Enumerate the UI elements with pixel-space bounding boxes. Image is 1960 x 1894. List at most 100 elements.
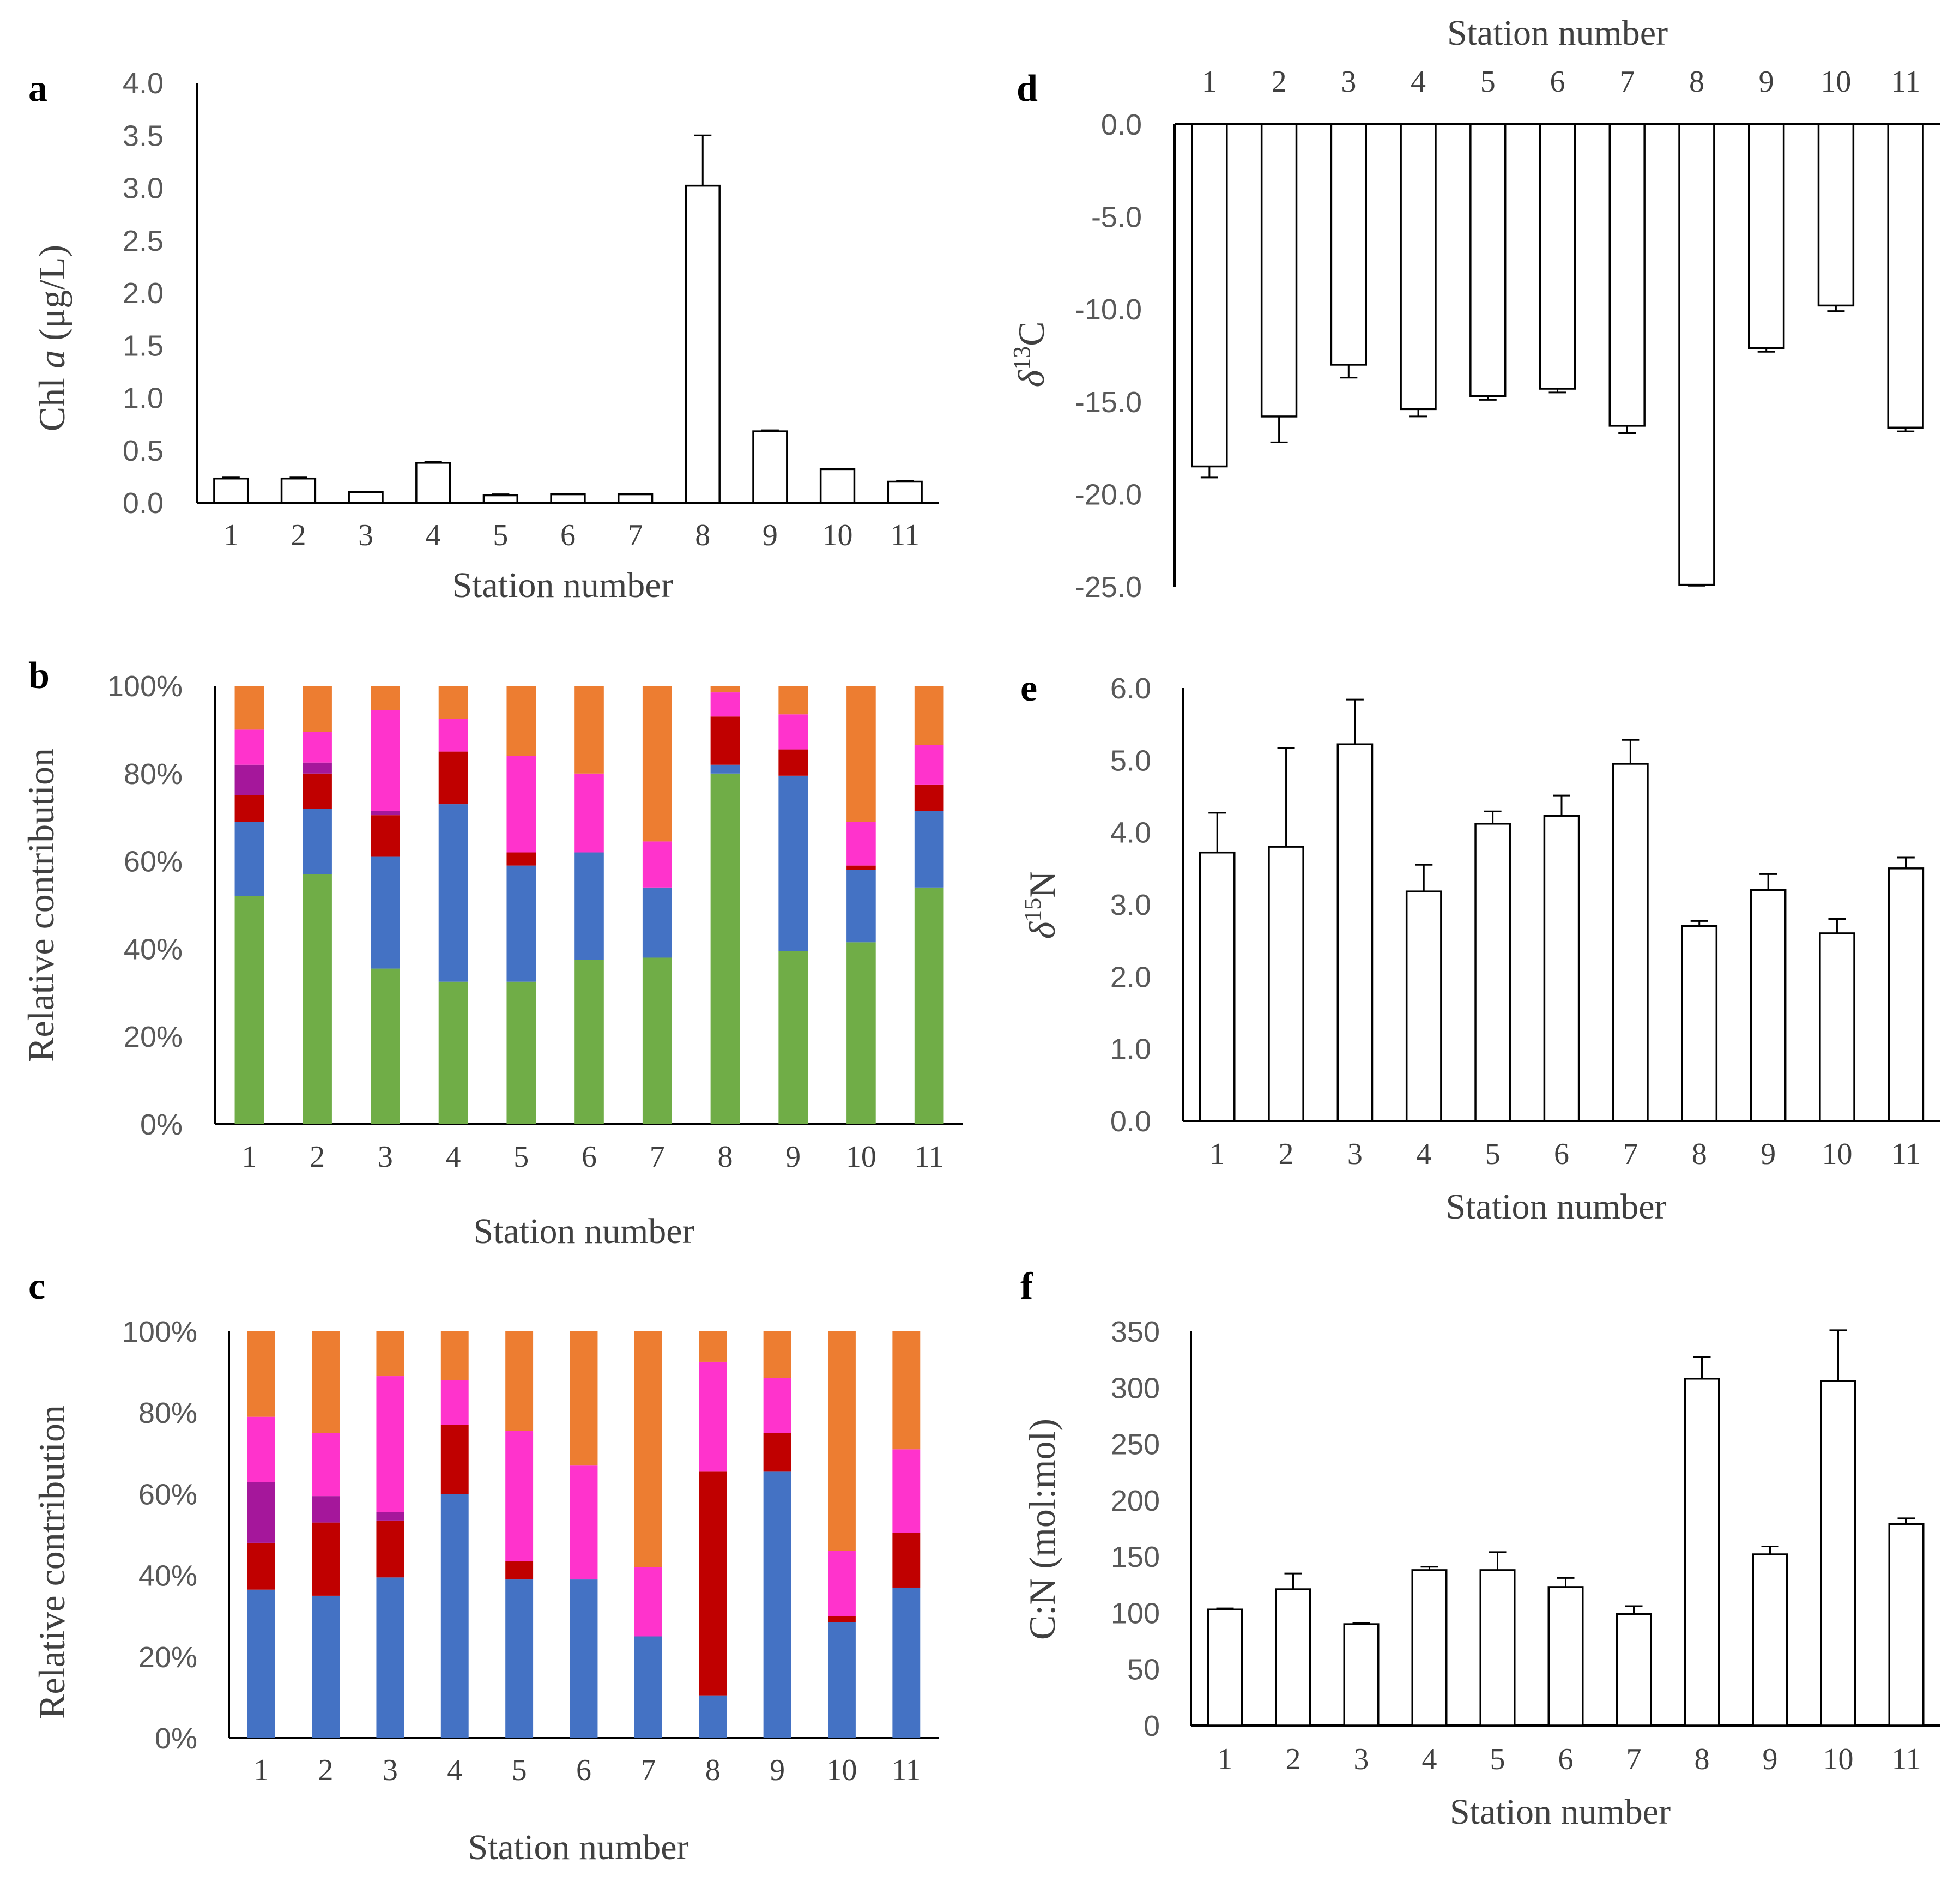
stacked-bar-segment-blue xyxy=(634,1636,662,1738)
x-tick-label: 6 xyxy=(1550,65,1565,99)
stacked-bar-segment-purple xyxy=(371,811,400,816)
x-tick-label: 1 xyxy=(241,1140,257,1174)
y-tick-label: 60% xyxy=(138,1478,197,1511)
stacked-bar-segment-magenta xyxy=(570,1465,598,1580)
y-tick-label: 200 xyxy=(1111,1485,1160,1517)
y-tick-label: 3.0 xyxy=(1110,889,1151,921)
stacked-bar-segment-green xyxy=(303,874,332,1124)
stacked-bar-segment-green xyxy=(438,981,468,1124)
stacked-bar-segment-red xyxy=(247,1542,275,1590)
stacked-bar-segment-magenta xyxy=(763,1378,791,1433)
bar xyxy=(1888,867,1925,1122)
bar xyxy=(1199,851,1236,1122)
x-tick-label: 11 xyxy=(892,1753,921,1787)
y-tick-label: 1.0 xyxy=(123,382,164,415)
x-tick-label: 10 xyxy=(1820,65,1851,99)
x-tick-label: 8 xyxy=(717,1140,733,1174)
panel-a-chl-a-chart: a 0.0 0.5 1.0 1.5 2.0 2.5 3.0 3.5 4.0 1 2 3 4 5 6 7 8 9 10 1… xyxy=(28,67,939,605)
stacked-bar-segment-blue xyxy=(440,1494,469,1738)
stacked-bar-segment-purple xyxy=(376,1512,404,1521)
stacked-bar-segment-green xyxy=(506,981,536,1124)
stacked-bar-segment-red xyxy=(763,1433,791,1472)
panel-f-cn-ratio-chart: f 0 50 100 150 200 250 300 350 1 2 3 4 5 6 7 8 9 10 11 Stati… xyxy=(1020,1265,1940,1832)
stacked-bar-segment-orange xyxy=(642,686,672,842)
stacked-bar-segment-green xyxy=(846,942,876,1124)
y-axis-title: C:N (mol:mol) xyxy=(1021,1419,1063,1640)
y-axis-title: Chl a (μg/L) xyxy=(31,245,72,431)
bar xyxy=(280,477,317,504)
y-tick-label: -25.0 xyxy=(1075,571,1142,604)
stacked-bar-segment-orange xyxy=(570,1331,598,1466)
x-tick-label: 5 xyxy=(512,1753,527,1787)
y-axis-title: Relative contribution xyxy=(20,748,62,1062)
x-tick-label: 9 xyxy=(785,1140,801,1174)
x-tick-label: 10 xyxy=(1822,1137,1852,1171)
bar xyxy=(1275,1588,1311,1727)
stacked-bar-segment-magenta xyxy=(642,841,672,888)
stacked-bar-segment-magenta xyxy=(234,729,264,765)
bar xyxy=(1191,123,1228,468)
x-tick-label: 7 xyxy=(1623,1137,1638,1171)
stacked-bar-segment-red xyxy=(778,749,808,776)
x-tick-label: 5 xyxy=(1480,65,1496,99)
x-tick-label: 4 xyxy=(446,1140,461,1174)
y-tick-label: 80% xyxy=(138,1397,197,1429)
x-tick-label: 10 xyxy=(846,1140,876,1174)
stacked-bar-segment-green xyxy=(778,951,808,1124)
bar xyxy=(1469,123,1507,397)
bar xyxy=(1343,1623,1380,1727)
bar xyxy=(1752,1553,1788,1727)
x-tick-label: 11 xyxy=(1891,1137,1921,1171)
x-tick-label: 3 xyxy=(378,1140,393,1174)
stacked-bar-segment-magenta xyxy=(892,1449,921,1533)
stacked-bar-segment-orange xyxy=(506,686,536,756)
x-tick-label: 4 xyxy=(426,518,441,552)
stacked-bar-segment-magenta xyxy=(505,1431,534,1561)
panel-letter: f xyxy=(1020,1265,1033,1307)
stacked-bar-segment-magenta xyxy=(371,710,400,811)
bar xyxy=(1887,123,1924,429)
stacked-bar-segment-red xyxy=(303,773,332,809)
x-tick-label: 7 xyxy=(1626,1742,1642,1776)
x-tick-label: 8 xyxy=(1692,1137,1707,1171)
stacked-bar-segment-purple xyxy=(312,1496,340,1523)
stacked-bar-segment-blue xyxy=(312,1595,340,1738)
y-tick-label: -15.0 xyxy=(1075,386,1142,419)
stacked-bar-segment-red xyxy=(892,1533,921,1588)
x-axis-title: Station number xyxy=(1450,1792,1671,1832)
x-tick-label: 5 xyxy=(513,1140,529,1174)
bar xyxy=(1405,890,1442,1122)
y-tick-label: 60% xyxy=(124,846,183,878)
stacked-bar-segment-magenta xyxy=(376,1376,404,1512)
y-axis-title: Relative contribution xyxy=(31,1405,72,1719)
stacked-bar-segment-orange xyxy=(234,686,264,730)
x-tick-label: 1 xyxy=(1218,1742,1233,1776)
stacked-bar-segment-orange xyxy=(763,1331,791,1378)
x-tick-label: 10 xyxy=(826,1753,857,1787)
bar xyxy=(1616,1613,1652,1727)
stacked-bar-segment-orange xyxy=(574,686,604,774)
x-tick-label: 3 xyxy=(1341,65,1356,99)
bar xyxy=(1400,123,1437,411)
bar xyxy=(1819,932,1855,1122)
y-tick-label: 3.0 xyxy=(123,172,164,205)
stacked-bar-segment-blue xyxy=(642,887,672,958)
bar xyxy=(1888,1523,1925,1727)
panel-b-relative-contribution-chart: b 0% 20% 40% 60% 80% 100% 1 2 3 4 5 6 7 8 9 10 11 Station … xyxy=(20,655,963,1251)
stacked-bar-segment-magenta xyxy=(438,719,468,752)
stacked-bar-segment-red xyxy=(828,1616,856,1622)
y-tick-label: 5.0 xyxy=(1110,744,1151,777)
x-tick-label: 4 xyxy=(1416,1137,1431,1171)
y-tick-label: 2.0 xyxy=(1110,961,1151,993)
y-tick-label: 1.5 xyxy=(123,329,164,362)
y-tick-label: 0.5 xyxy=(123,435,164,467)
stacked-bar-segment-magenta xyxy=(440,1380,469,1425)
x-tick-label: 4 xyxy=(1422,1742,1437,1776)
y-tick-label: 0% xyxy=(155,1722,197,1755)
bar xyxy=(1817,123,1855,307)
stacked-bar-segment-blue xyxy=(846,870,876,943)
stacked-bar-segment-orange xyxy=(634,1331,662,1567)
bar xyxy=(617,493,654,504)
y-tick-label: 0.0 xyxy=(123,487,164,520)
y-tick-label: -10.0 xyxy=(1075,293,1142,326)
